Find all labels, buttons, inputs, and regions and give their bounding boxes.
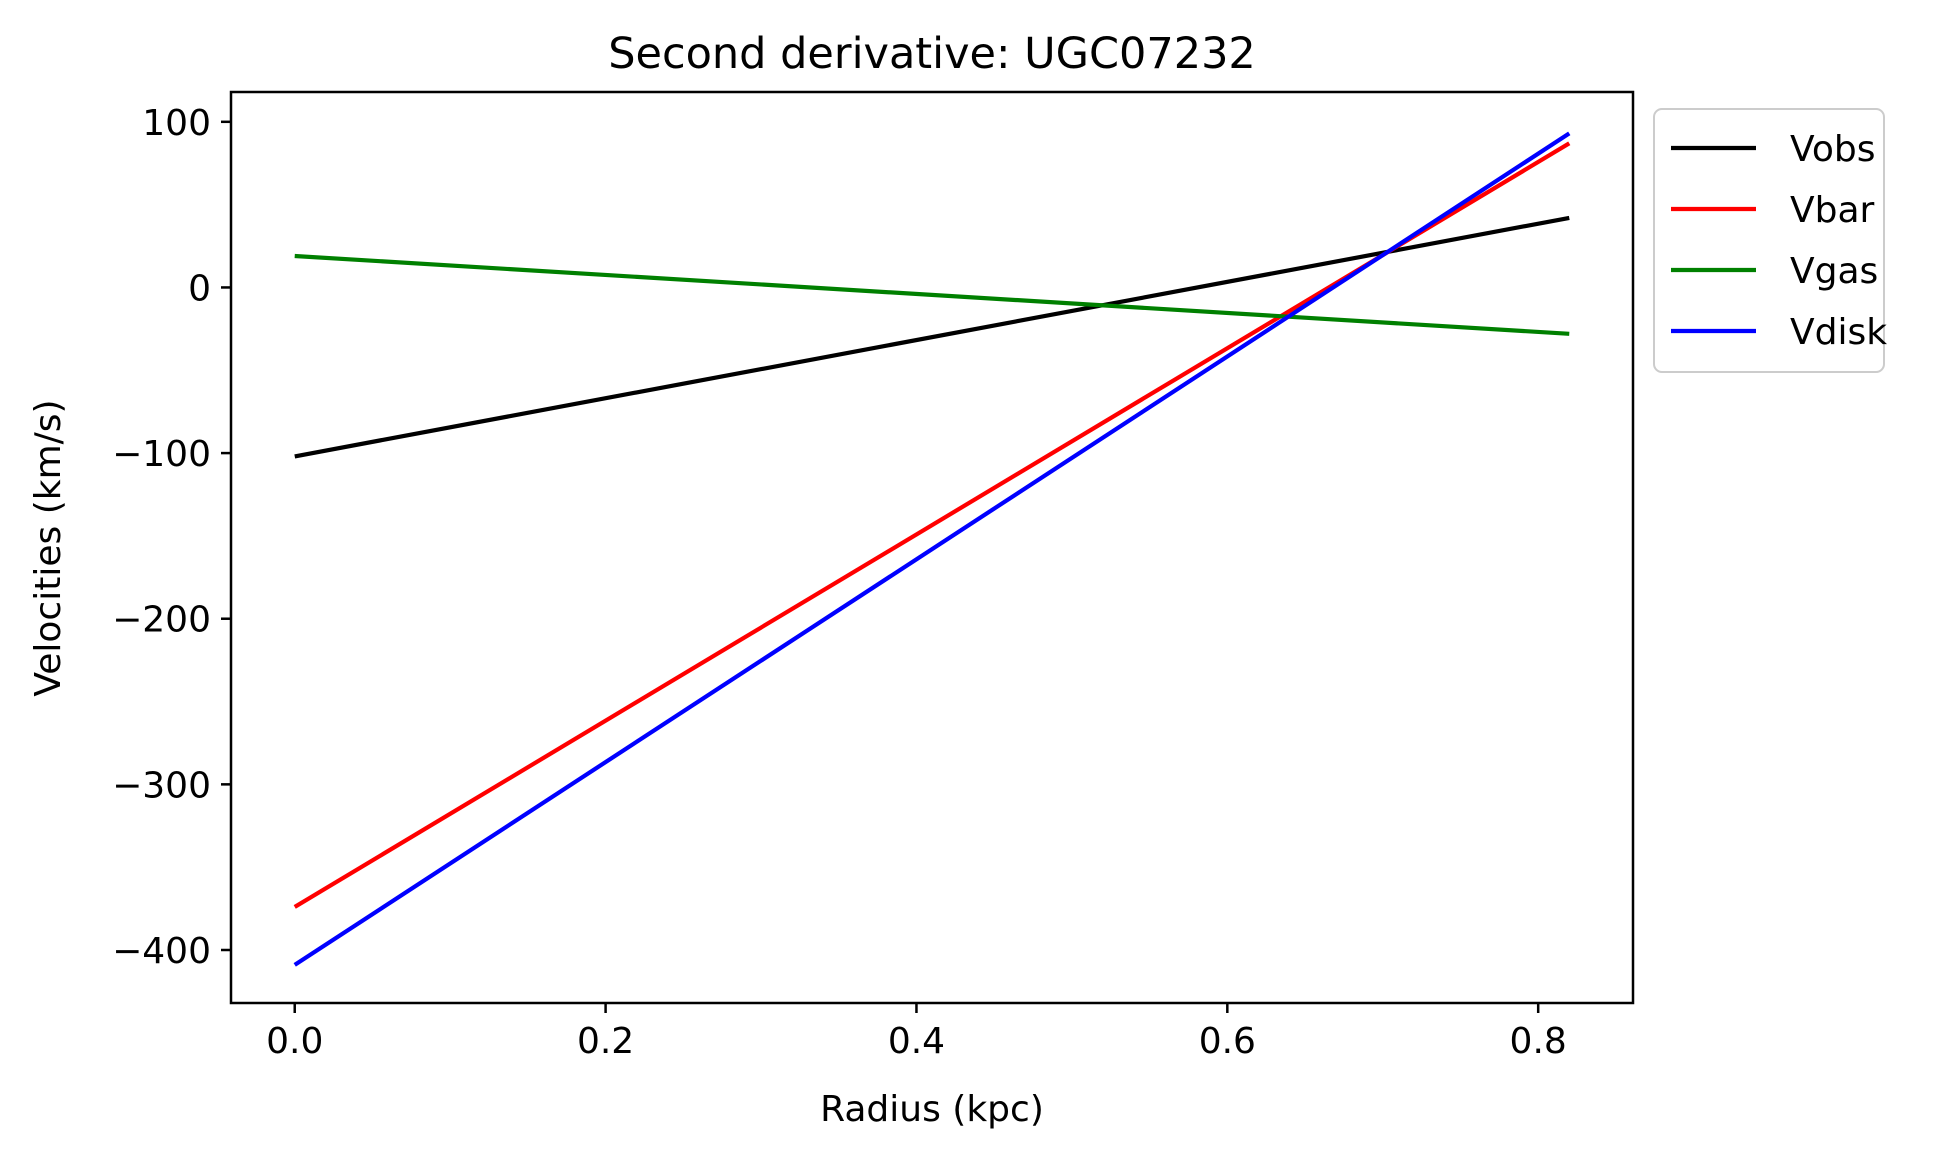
x-tick-label: 0.4 bbox=[888, 1021, 945, 1062]
y-tick-label: 100 bbox=[142, 103, 211, 144]
legend: Vobs Vbar Vgas Vdisk bbox=[1653, 108, 1887, 373]
legend-label-vbar: Vbar bbox=[1790, 190, 1875, 231]
x-axis-label: Radius (kpc) bbox=[820, 1089, 1044, 1130]
x-tick-label: 0.8 bbox=[1510, 1021, 1567, 1062]
legend-frame bbox=[1653, 108, 1885, 373]
y-tick-label: −300 bbox=[112, 765, 211, 806]
series-line-vgas bbox=[294, 253, 1570, 336]
plot-frame bbox=[229, 90, 1635, 1005]
legend-label-vobs: Vobs bbox=[1790, 129, 1875, 170]
y-tick-label: −100 bbox=[112, 434, 211, 475]
y-tick-label: −400 bbox=[112, 931, 211, 972]
x-tick-label: 0.6 bbox=[1199, 1021, 1256, 1062]
chart-title: Second derivative: UGC07232 bbox=[608, 29, 1256, 79]
y-tick-label: −200 bbox=[112, 600, 211, 641]
x-tick-label: 0.2 bbox=[577, 1021, 634, 1062]
legend-label-vdisk: Vdisk bbox=[1790, 312, 1887, 353]
series-line-vobs bbox=[294, 215, 1570, 459]
y-tick-label: 0 bbox=[188, 268, 211, 309]
x-axis: 0.0 0.2 0.4 0.6 0.8 bbox=[266, 1003, 1567, 1062]
series-layer bbox=[293, 131, 1571, 967]
x-tick-label: 0.0 bbox=[266, 1021, 323, 1062]
y-axis: 100 0 −100 −200 −300 −400 bbox=[112, 103, 231, 972]
legend-label-vgas: Vgas bbox=[1790, 251, 1878, 292]
y-axis-label: Velocities (km/s) bbox=[28, 399, 69, 696]
series-line-vdisk bbox=[293, 131, 1571, 967]
